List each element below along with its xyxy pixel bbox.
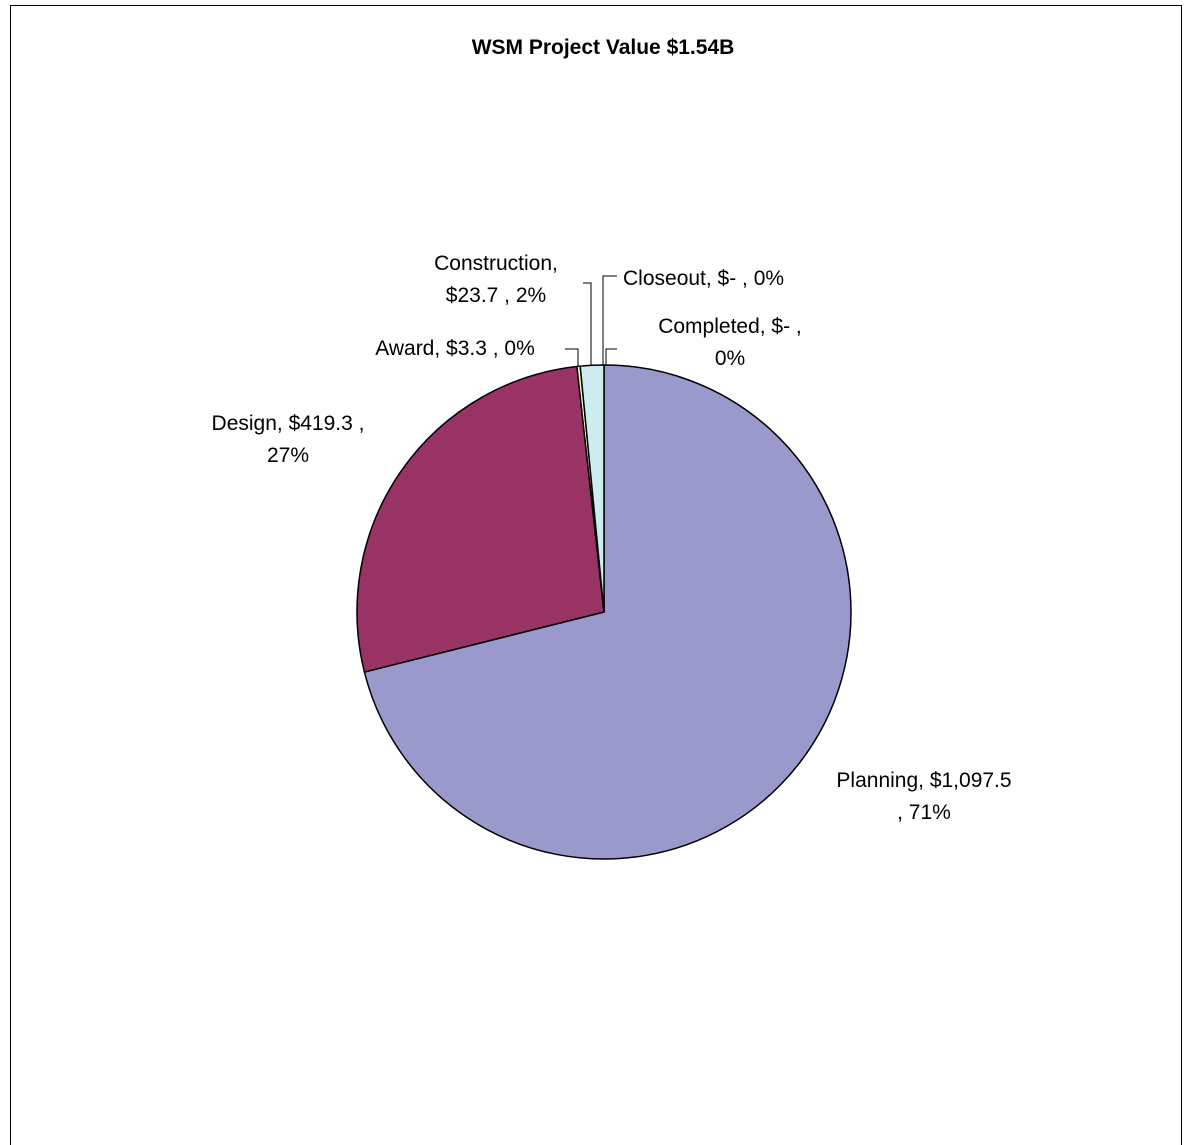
pie-slices [356,364,852,860]
chart-area [10,5,1182,1145]
data-label-closeout: Closeout, $- , 0% [623,267,784,290]
data-label-completed: Completed, $- , 0% [658,315,802,370]
leader-line-construction [583,282,592,365]
chart-title: WSM Project Value $1.54B [472,36,735,59]
pie-slice-construction [579,364,605,613]
leader-line-closeout [602,275,617,365]
data-labels: Planning, $1,097.5, 71% Design, $419.3 ,2… [212,252,1012,824]
data-label-award: Award, $3.3 , 0% [375,337,535,360]
leader-lines [565,275,617,367]
leader-line-award [565,348,579,367]
data-label-design: Design, $419.3 , 27% [212,412,365,467]
pie-slice-planning [363,364,852,860]
data-label-construction: Construction, $23.7 , 2% [434,252,558,307]
data-label-planning: Planning, $1,097.5, 71% [836,769,1011,824]
leader-line-completed [605,348,617,365]
pie-slice-design [356,365,605,673]
